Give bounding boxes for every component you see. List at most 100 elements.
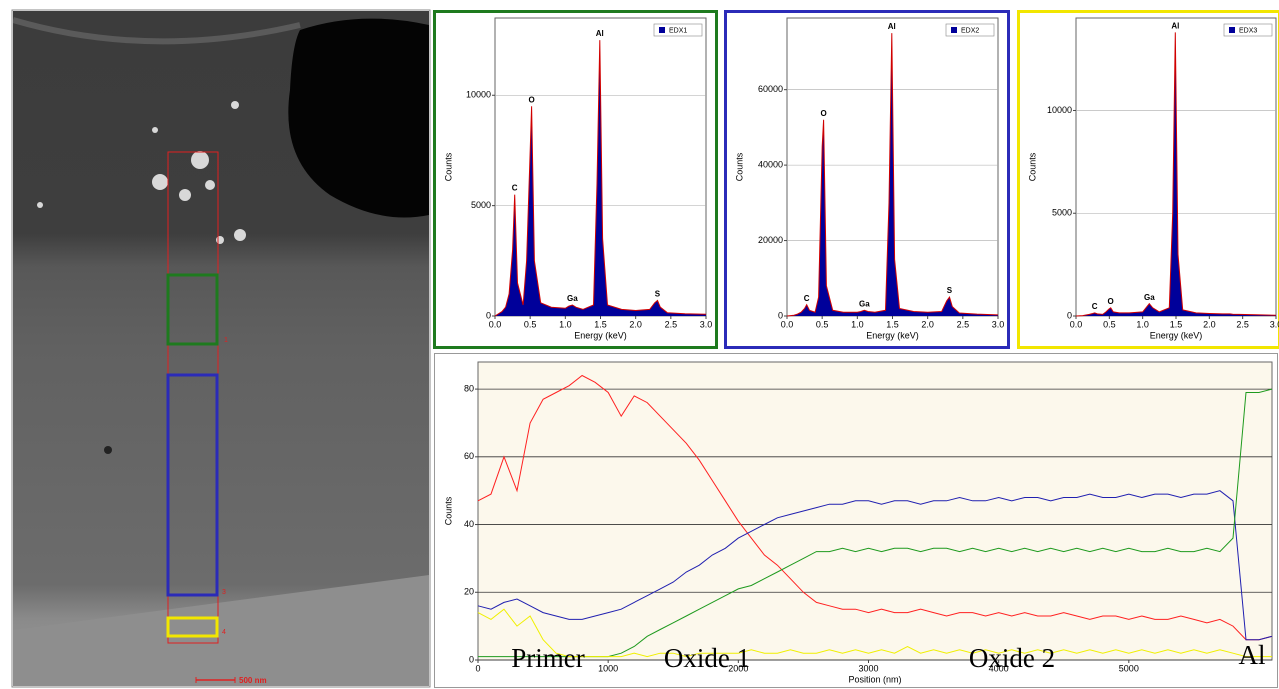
peak-label: S [947, 286, 953, 295]
profile-line [477, 490, 1273, 641]
image-frame [11, 9, 431, 688]
y-axis-title: Counts [1027, 152, 1037, 181]
x-tick-label: 5000 [1119, 663, 1139, 673]
box-edx1 [166, 273, 219, 346]
spectrum-area [787, 33, 998, 316]
profile-line [477, 374, 1273, 641]
legend-swatch [951, 27, 957, 33]
x-tick-label: 2.0 [921, 319, 934, 329]
legend-box [945, 23, 995, 37]
void [288, 18, 429, 218]
peak-label: C [804, 294, 810, 303]
x-tick-label: 2.0 [1203, 319, 1216, 329]
y-tick-label: 5000 [471, 200, 491, 210]
y-tick-label: 0 [486, 310, 491, 320]
spectrum-line [786, 33, 999, 317]
y-tick-label: 60 [464, 451, 474, 461]
edge [13, 17, 301, 45]
region-label: Al [1239, 640, 1266, 670]
peak-label: O [1108, 297, 1114, 306]
peak-label: Al [596, 29, 604, 38]
box-edx3 [166, 616, 219, 638]
peak-label: C [1092, 302, 1098, 311]
particles [37, 101, 246, 454]
y-axis-title: Counts [734, 152, 744, 181]
legend-label: EDX2 [961, 27, 979, 34]
substrate [13, 575, 429, 686]
spectrum-line [1075, 32, 1277, 317]
x-tick-label: 0.0 [781, 319, 794, 329]
legend-label: EDX1 [669, 27, 687, 34]
x-tick-label: 4000 [989, 663, 1009, 673]
y-tick-label: 80 [464, 383, 474, 393]
box-label: 3 [222, 589, 226, 596]
y-tick-label: 60000 [758, 84, 783, 94]
y-tick-label: 0 [778, 310, 783, 320]
x-axis-title: Position (nm) [848, 674, 901, 684]
y-tick-label: 10000 [1047, 105, 1072, 115]
y-tick-label: 5000 [1052, 208, 1072, 218]
peak-label: Al [1171, 21, 1179, 30]
box-label: 4 [222, 629, 226, 636]
y-tick-label: 0 [469, 654, 474, 664]
y-tick-label: 20000 [758, 235, 783, 245]
x-tick-label: 1.5 [886, 319, 899, 329]
legend-box [653, 23, 703, 37]
peak-label: C [512, 184, 518, 193]
peak-label: Ga [567, 294, 578, 303]
y-tick-label: 40 [464, 519, 474, 529]
x-tick-label: 0.0 [1070, 319, 1083, 329]
x-axis-title: Energy (keV) [574, 330, 627, 340]
x-tick-label: 3.0 [992, 319, 1005, 329]
peak-label: Ga [859, 299, 870, 308]
x-tick-label: 1.5 [594, 319, 607, 329]
micrograph: 500 nm [13, 11, 429, 686]
y-axis-title: Counts [443, 496, 453, 525]
y-tick-label: 20 [464, 587, 474, 597]
x-tick-label: 1.0 [559, 319, 572, 329]
legend-swatch [659, 27, 665, 33]
spectrum-line [494, 40, 707, 317]
spectrum-area [1076, 32, 1276, 317]
x-axis-title: Energy (keV) [866, 330, 919, 340]
peak-label: O [820, 109, 826, 118]
profile-line [477, 608, 1272, 658]
scale-bar-label: 500 nm [239, 676, 267, 685]
legend-label: EDX3 [1239, 27, 1257, 34]
x-tick-label: 0.5 [1103, 319, 1116, 329]
x-tick-label: 1.0 [851, 319, 864, 329]
spectrum-area [495, 40, 706, 316]
x-tick-label: 1.0 [1136, 319, 1149, 329]
peak-label: Ga [1144, 293, 1155, 302]
x-tick-label: 3.0 [700, 319, 713, 329]
x-tick-label: 2.5 [1236, 319, 1249, 329]
x-tick-label: 0.5 [816, 319, 829, 329]
x-tick-label: 3.0 [1270, 319, 1279, 329]
peak-label: S [655, 290, 661, 299]
peak-label: Al [888, 22, 896, 31]
box-edx2 [166, 373, 219, 597]
x-tick-label: 0 [475, 663, 480, 673]
x-axis-title: Energy (keV) [1150, 330, 1203, 340]
x-tick-label: 2.5 [957, 319, 970, 329]
x-tick-label: 2000 [728, 663, 748, 673]
x-tick-label: 2.5 [665, 319, 678, 329]
x-tick-label: 2.0 [629, 319, 642, 329]
legend-box [1223, 23, 1273, 37]
x-tick-label: 1.5 [1170, 319, 1183, 329]
region-label: Primer [511, 643, 585, 673]
region-label: Oxide 2 [969, 643, 1055, 673]
x-tick-label: 0.0 [489, 319, 502, 329]
y-tick-label: 40000 [758, 159, 783, 169]
box-label: 1 [224, 337, 228, 344]
plot-area [477, 361, 1273, 661]
profile-line [478, 388, 1273, 658]
x-tick-label: 0.5 [524, 319, 537, 329]
x-tick-label: 1000 [598, 663, 618, 673]
region-label: Oxide 1 [664, 643, 750, 673]
y-tick-label: 0 [1067, 310, 1072, 320]
y-axis-title: Counts [443, 152, 453, 181]
x-tick-label: 3000 [858, 663, 878, 673]
